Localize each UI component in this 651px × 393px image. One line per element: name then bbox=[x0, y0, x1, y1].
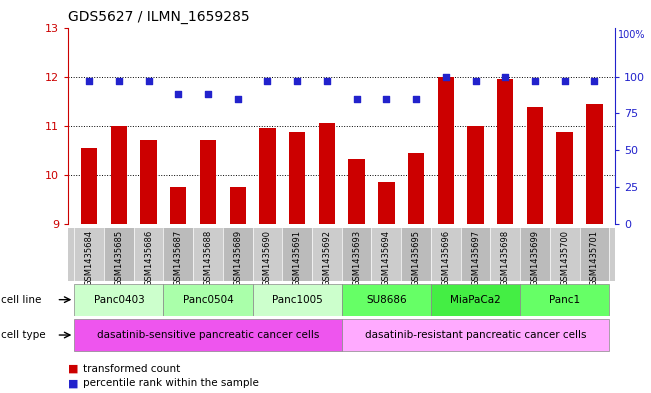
Bar bbox=[200, 141, 216, 224]
Bar bbox=[163, 228, 193, 281]
Bar bbox=[579, 228, 609, 281]
Text: Panc0504: Panc0504 bbox=[183, 295, 234, 305]
Point bbox=[500, 73, 510, 80]
Point bbox=[559, 78, 570, 84]
Text: ■: ■ bbox=[68, 364, 79, 374]
Bar bbox=[520, 228, 550, 281]
Point bbox=[262, 78, 273, 84]
Point bbox=[530, 78, 540, 84]
Bar bbox=[104, 228, 133, 281]
Text: GSM1435692: GSM1435692 bbox=[322, 230, 331, 286]
Bar bbox=[378, 182, 395, 224]
Bar bbox=[342, 319, 609, 351]
Text: percentile rank within the sample: percentile rank within the sample bbox=[83, 378, 258, 388]
Bar bbox=[319, 123, 335, 224]
Text: ■: ■ bbox=[68, 378, 79, 388]
Bar bbox=[372, 228, 401, 281]
Bar bbox=[557, 132, 573, 224]
Bar bbox=[520, 284, 609, 316]
Bar bbox=[133, 228, 163, 281]
Point bbox=[143, 78, 154, 84]
Point bbox=[381, 95, 391, 102]
Bar bbox=[401, 228, 431, 281]
Text: GSM1435699: GSM1435699 bbox=[531, 230, 540, 286]
Text: GSM1435694: GSM1435694 bbox=[382, 230, 391, 286]
Text: GSM1435697: GSM1435697 bbox=[471, 230, 480, 286]
Bar bbox=[348, 159, 365, 224]
Text: dasatinib-sensitive pancreatic cancer cells: dasatinib-sensitive pancreatic cancer ce… bbox=[97, 330, 319, 340]
Text: GSM1435686: GSM1435686 bbox=[144, 230, 153, 286]
Text: GSM1435698: GSM1435698 bbox=[501, 230, 510, 286]
Text: 100%: 100% bbox=[618, 30, 646, 40]
Point bbox=[470, 78, 480, 84]
Text: GSM1435687: GSM1435687 bbox=[174, 230, 183, 286]
Bar bbox=[550, 228, 579, 281]
Bar bbox=[74, 228, 104, 281]
Bar bbox=[342, 228, 372, 281]
Point bbox=[589, 78, 600, 84]
Text: GSM1435690: GSM1435690 bbox=[263, 230, 272, 286]
Text: cell line: cell line bbox=[1, 295, 42, 305]
Bar bbox=[431, 228, 461, 281]
Bar bbox=[408, 153, 424, 224]
Text: Panc1: Panc1 bbox=[549, 295, 580, 305]
Text: GSM1435696: GSM1435696 bbox=[441, 230, 450, 286]
Bar bbox=[259, 128, 275, 224]
Text: GSM1435691: GSM1435691 bbox=[293, 230, 301, 286]
Bar bbox=[74, 319, 342, 351]
Bar bbox=[163, 284, 253, 316]
Text: GSM1435700: GSM1435700 bbox=[560, 230, 569, 286]
Bar bbox=[170, 187, 186, 224]
Bar bbox=[283, 228, 312, 281]
Bar bbox=[312, 228, 342, 281]
Bar bbox=[527, 107, 543, 224]
Bar bbox=[342, 284, 431, 316]
Bar bbox=[497, 79, 514, 224]
Bar bbox=[141, 141, 157, 224]
Point bbox=[411, 95, 421, 102]
Point bbox=[441, 73, 451, 80]
Bar bbox=[586, 104, 603, 224]
Bar bbox=[467, 126, 484, 224]
Bar bbox=[223, 228, 253, 281]
Bar bbox=[289, 132, 305, 224]
Bar bbox=[74, 284, 163, 316]
Text: GSM1435685: GSM1435685 bbox=[115, 230, 124, 286]
Point bbox=[292, 78, 303, 84]
Bar bbox=[253, 228, 283, 281]
Point bbox=[322, 78, 332, 84]
Text: Panc0403: Panc0403 bbox=[94, 295, 145, 305]
Text: GSM1435695: GSM1435695 bbox=[411, 230, 421, 286]
Bar bbox=[193, 228, 223, 281]
Text: GSM1435684: GSM1435684 bbox=[85, 230, 94, 286]
Text: SU8686: SU8686 bbox=[366, 295, 407, 305]
Text: MiaPaCa2: MiaPaCa2 bbox=[450, 295, 501, 305]
Bar bbox=[230, 187, 246, 224]
Bar bbox=[431, 284, 520, 316]
Text: GDS5627 / ILMN_1659285: GDS5627 / ILMN_1659285 bbox=[68, 10, 250, 24]
Text: Panc1005: Panc1005 bbox=[272, 295, 323, 305]
Point bbox=[114, 78, 124, 84]
Text: dasatinib-resistant pancreatic cancer cells: dasatinib-resistant pancreatic cancer ce… bbox=[365, 330, 587, 340]
Bar bbox=[253, 284, 342, 316]
Bar bbox=[81, 148, 98, 224]
Text: cell type: cell type bbox=[1, 330, 46, 340]
Point bbox=[84, 78, 94, 84]
Bar bbox=[437, 77, 454, 224]
Point bbox=[232, 95, 243, 102]
Text: GSM1435688: GSM1435688 bbox=[204, 230, 212, 286]
Text: GSM1435693: GSM1435693 bbox=[352, 230, 361, 286]
Bar bbox=[461, 228, 490, 281]
Point bbox=[203, 91, 214, 97]
Text: GSM1435689: GSM1435689 bbox=[233, 230, 242, 286]
Point bbox=[173, 91, 184, 97]
Point bbox=[352, 95, 362, 102]
Bar bbox=[111, 126, 127, 224]
Text: transformed count: transformed count bbox=[83, 364, 180, 374]
Text: GSM1435701: GSM1435701 bbox=[590, 230, 599, 286]
Bar bbox=[490, 228, 520, 281]
